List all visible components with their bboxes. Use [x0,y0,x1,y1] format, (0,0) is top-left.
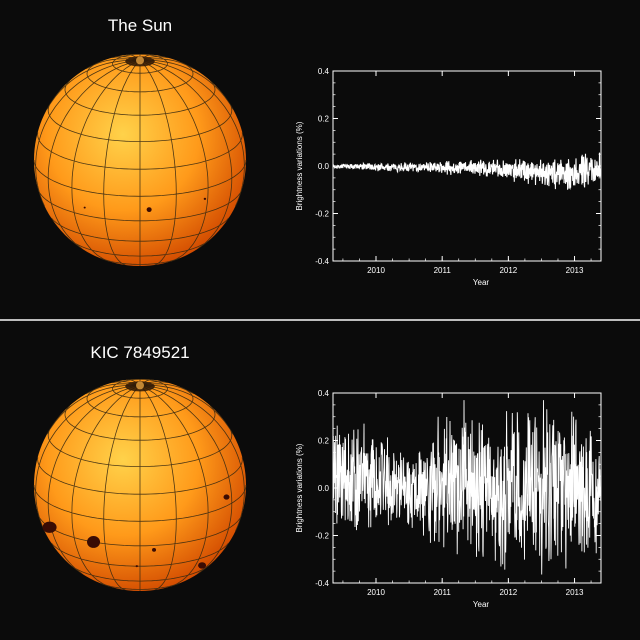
x-tick-label: 2012 [499,266,517,275]
sun-globe [33,54,247,266]
x-tick-label: 2011 [434,266,452,275]
sun-panel: The Sun 0.4 0.2 0.0 -0.2 -0.4 2010 2011 2012 201… [0,0,640,319]
starspot [83,206,86,209]
starspot [198,562,207,569]
y-axis-label: Brightness variations (%) [295,121,304,210]
y-tick-label: 0.4 [318,389,330,398]
starspot [42,521,57,533]
starspot [152,548,157,552]
kic-panel: KIC 7849521 0.4 0.2 0.0 -0.2 -0.4 2010 2011 201… [0,321,640,640]
x-axis-label: Year [473,278,490,287]
kic-brightness-chart: 0.4 0.2 0.0 -0.2 -0.4 2010 2011 2012 2013 Year Bri… [295,389,602,609]
x-tick-label: 2013 [566,588,584,597]
y-tick-label: -0.2 [315,210,329,219]
grid-lines [33,379,247,591]
sun-brightness-chart: 0.4 0.2 0.0 -0.2 -0.4 2010 2011 2012 2013 Year Bri… [295,67,602,287]
panel-divider [0,319,640,321]
north-pole [136,381,144,390]
x-tick-label: 2010 [367,588,385,597]
y-tick-label: 0.0 [318,484,330,493]
starspot [87,536,101,548]
kic-globe [33,379,247,591]
x-axis-label: Year [473,600,490,609]
sun-panel-graphics: 0.4 0.2 0.0 -0.2 -0.4 2010 2011 2012 2013 Year Bri… [33,54,602,287]
kic-title: KIC 7849521 [90,343,190,362]
x-tick-label: 2010 [367,266,385,275]
y-tick-label: 0.0 [318,162,330,171]
grid-lines [33,54,247,266]
y-tick-label: 0.2 [318,437,330,446]
y-axis-label: Brightness variations (%) [295,443,304,532]
y-tick-label: -0.4 [315,257,329,266]
x-tick-label: 2013 [566,266,584,275]
kic-panel-graphics: 0.4 0.2 0.0 -0.2 -0.4 2010 2011 2012 2013 Year Bri… [33,379,602,609]
starspot [223,494,230,500]
y-tick-label: 0.4 [318,67,330,76]
starspot [146,207,152,213]
x-tick-label: 2011 [434,588,452,597]
x-tick-label: 2012 [499,588,517,597]
starspot [135,565,138,568]
starspot [203,197,207,200]
y-tick-label: 0.2 [318,115,330,124]
y-tick-label: -0.2 [315,532,329,541]
north-pole [136,56,144,65]
sun-title: The Sun [107,16,173,35]
brightness-series [332,152,602,190]
y-tick-label: -0.4 [315,579,329,588]
brightness-series [332,400,602,575]
